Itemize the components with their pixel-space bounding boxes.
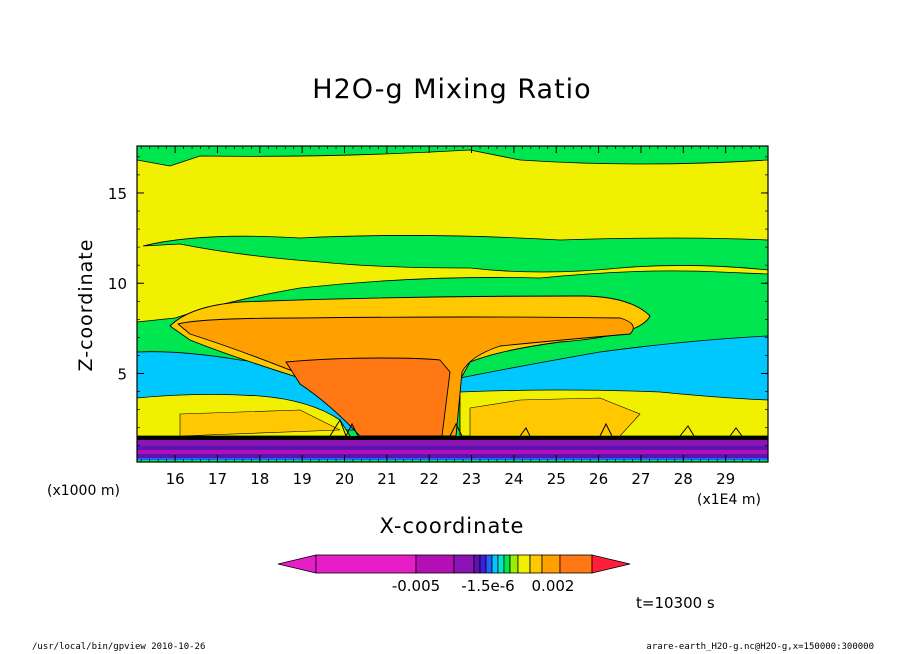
colorbar-cell [453, 554, 475, 574]
colorbar-cell [517, 554, 531, 574]
colorbar-cell [479, 554, 487, 574]
orange-streak-right [469, 397, 641, 437]
x-tick-label: 28 [674, 470, 693, 488]
x-ticks: 16 17 18 19 20 21 22 23 24 25 26 27 28 29 [140, 146, 769, 488]
contour-field [137, 146, 768, 462]
boundary-magenta [137, 450, 768, 454]
boundary-purple-3 [137, 454, 768, 458]
x-tick-label: 20 [335, 470, 354, 488]
colorbar-cell [497, 554, 505, 574]
y-ticks: 5 10 15 [108, 156, 768, 447]
colorbar-cell [485, 554, 493, 574]
time-label: t=10300 s [636, 594, 715, 612]
boundary-green [137, 460, 768, 462]
footer-path: /usr/local/bin/gpview 2010-10-26 [32, 642, 206, 652]
boundary-purple-2 [137, 446, 768, 450]
x-tick-label: 18 [250, 470, 269, 488]
x-axis-label: X-coordinate [379, 514, 525, 538]
x-tick-label: 17 [208, 470, 227, 488]
footer-file: arare-earth_H2O-g.nc@H2O-g,x=150000:3000… [646, 642, 874, 652]
colorbar-cell [541, 554, 561, 574]
plot-frame [136, 145, 769, 463]
x-tick-label: 29 [716, 470, 735, 488]
x-axis-unit: (x1E4 m) [697, 492, 761, 508]
updraft-core [285, 357, 451, 437]
boundary-contour-band [137, 436, 768, 440]
y-tick-label: 5 [117, 366, 127, 384]
colorbar-cell [559, 554, 593, 574]
x-tick-label: 22 [420, 470, 439, 488]
colorbar-cell [415, 554, 455, 574]
orange-streak-left [179, 409, 341, 437]
x-tick-label: 26 [589, 470, 608, 488]
colorbar-cell [509, 554, 519, 574]
y-tick-label: 15 [108, 185, 127, 203]
x-tick-label: 16 [166, 470, 185, 488]
x-tick-label: 23 [462, 470, 481, 488]
top-green-region [137, 146, 768, 167]
y-tick-label: 10 [108, 275, 127, 293]
x-tick-label: 19 [293, 470, 312, 488]
colorbar-arrow-left [277, 554, 317, 574]
colorbar: -0.005 -1.5e-6 0.002 [277, 554, 631, 595]
upper-green-band [142, 235, 768, 273]
colorbar-cell [503, 554, 511, 574]
x-tick-label: 24 [504, 470, 523, 488]
colorbar-cell [315, 554, 417, 574]
x-tick-label: 21 [377, 470, 396, 488]
turbulent-contours [329, 418, 743, 438]
colorbar-cell [491, 554, 499, 574]
y-axis-unit: (x1000 m) [47, 483, 120, 499]
colorbar-label: -1.5e-6 [461, 577, 514, 595]
colorbar-label: 0.002 [532, 577, 575, 595]
chart-title: H2O-g Mixing Ratio [312, 74, 592, 105]
boundary-blue [137, 458, 768, 460]
x-tick-label: 27 [631, 470, 650, 488]
x-tick-label: 25 [547, 470, 566, 488]
colorbar-cell [529, 554, 543, 574]
colorbar-arrow-right [591, 554, 631, 574]
colorbar-label: -0.005 [392, 577, 440, 595]
colorbar-cell [473, 554, 481, 574]
boundary-purple-1 [137, 440, 768, 446]
